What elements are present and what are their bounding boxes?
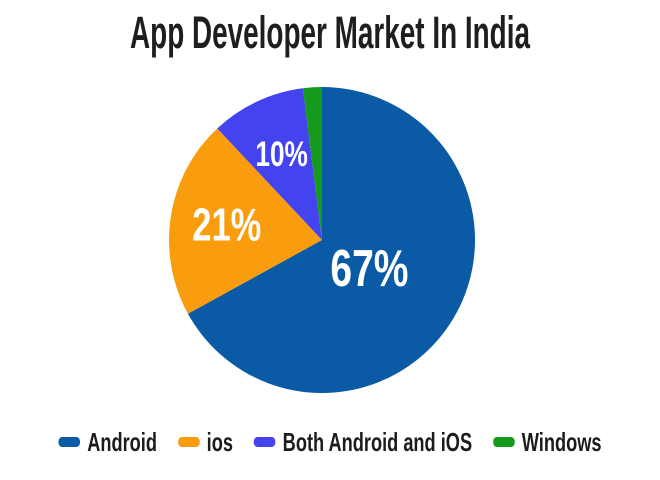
legend: Android ios Both Android and iOS Windows: [58, 424, 601, 460]
chart-title: App Developer Market In India: [130, 7, 530, 58]
pie-slice-label-ios: 21%: [192, 199, 261, 251]
legend-item-android: Android: [58, 426, 157, 458]
legend-item-ios: ios: [177, 426, 233, 458]
pie-slice-label-both-android-and-ios: 10%: [255, 134, 308, 174]
legend-item-both-android-and-ios: Both Android and iOS: [253, 426, 473, 458]
legend-marker-android: [58, 437, 81, 447]
legend-label-android: Android: [87, 426, 157, 457]
legend-marker-both-android-and-ios: [253, 437, 276, 447]
legend-label-ios: ios: [206, 426, 233, 457]
legend-label-both-android-and-ios: Both Android and iOS: [282, 426, 473, 457]
legend-marker-ios: [177, 437, 200, 447]
pie-slice-android: [187, 87, 476, 393]
legend-label-windows: Windows: [521, 426, 602, 457]
legend-item-windows: Windows: [493, 427, 601, 458]
pie-slice-windows: [302, 87, 322, 240]
legend-marker-windows: [493, 437, 515, 447]
pie-slice-both-android-and-ios: [217, 88, 322, 241]
pie-slice-label-android: 67%: [330, 239, 408, 298]
pie-slice-ios: [169, 128, 322, 314]
